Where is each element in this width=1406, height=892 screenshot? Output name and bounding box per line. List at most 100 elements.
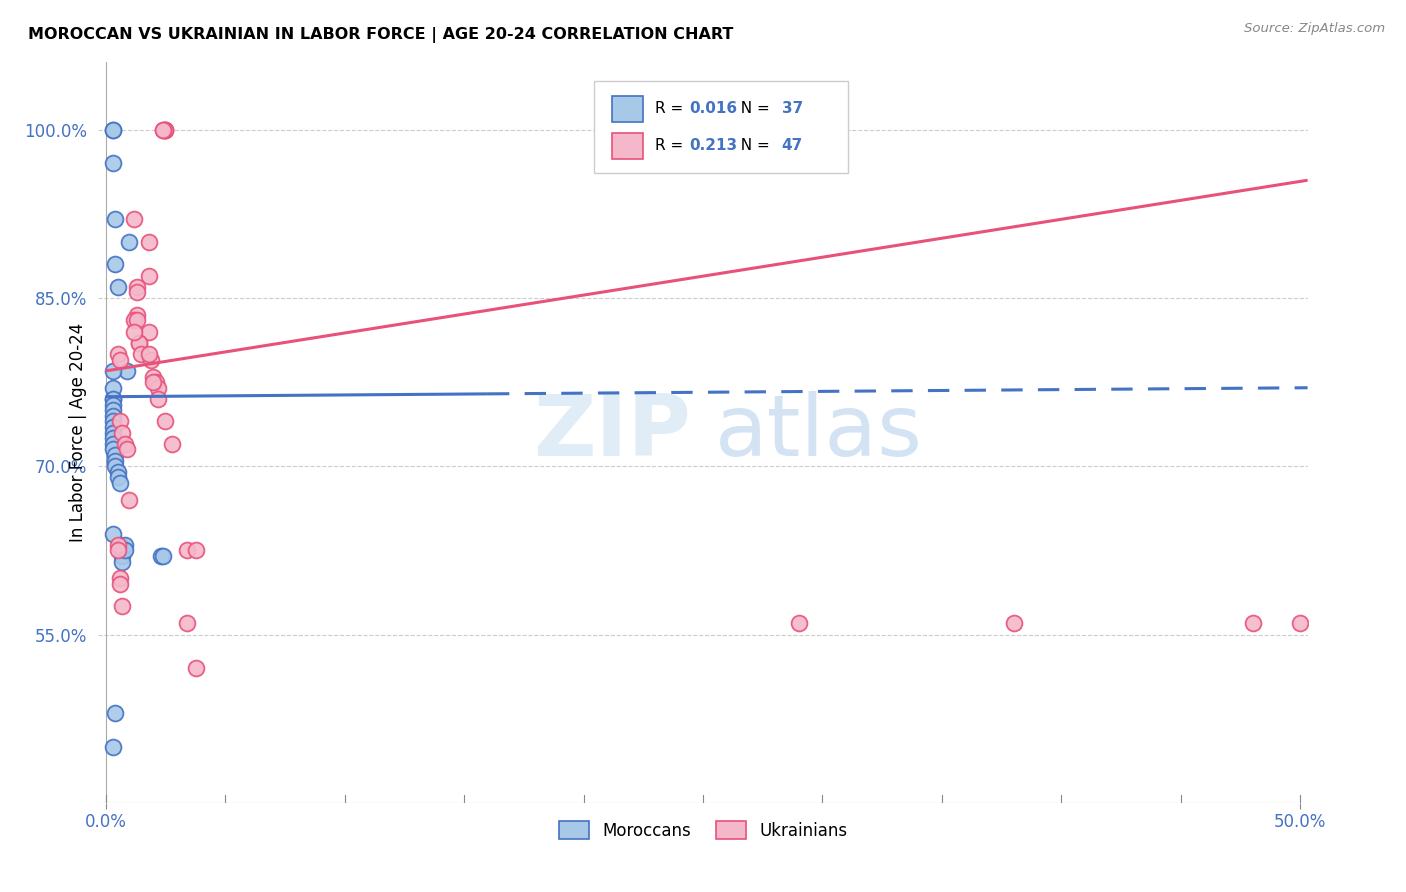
Point	[155, 122, 177, 136]
Point	[107, 347, 129, 361]
FancyBboxPatch shape	[613, 95, 643, 121]
Text: ZIP: ZIP	[533, 391, 690, 475]
Point	[101, 403, 124, 417]
Text: 47: 47	[782, 138, 803, 153]
Point	[104, 448, 127, 462]
Point	[101, 431, 124, 445]
Point	[115, 442, 138, 457]
Point	[142, 369, 165, 384]
Point	[138, 235, 160, 249]
Point	[104, 257, 127, 271]
Point	[146, 381, 169, 395]
Point	[125, 280, 148, 294]
Point	[108, 571, 131, 585]
Point	[101, 156, 124, 170]
Point	[101, 420, 124, 434]
Point	[125, 308, 148, 322]
Point	[155, 122, 177, 136]
Point	[1002, 616, 1025, 631]
Point	[107, 538, 129, 552]
Point	[138, 268, 160, 283]
Text: N =: N =	[731, 101, 775, 116]
Point	[101, 364, 124, 378]
Text: N =: N =	[731, 138, 775, 153]
Point	[1289, 616, 1312, 631]
Point	[111, 549, 134, 563]
Point	[101, 381, 124, 395]
Point	[125, 313, 148, 327]
Point	[101, 425, 124, 440]
Point	[787, 616, 810, 631]
Point	[149, 549, 172, 563]
Point	[114, 543, 136, 558]
Text: R =: R =	[655, 101, 688, 116]
Text: 0.016: 0.016	[690, 101, 738, 116]
Point	[139, 352, 162, 367]
Point	[114, 437, 136, 451]
Point	[118, 492, 141, 507]
Legend: Moroccans, Ukrainians: Moroccans, Ukrainians	[553, 814, 853, 847]
Point	[155, 122, 177, 136]
Point	[128, 335, 150, 350]
Point	[111, 555, 134, 569]
Text: 0.213: 0.213	[690, 138, 738, 153]
Point	[101, 437, 124, 451]
Point	[122, 212, 145, 227]
Point	[107, 543, 129, 558]
Point	[186, 543, 208, 558]
Point	[108, 577, 131, 591]
Point	[101, 442, 124, 457]
Point	[152, 122, 174, 136]
Point	[128, 335, 150, 350]
Point	[152, 549, 174, 563]
Point	[101, 739, 124, 754]
Point	[101, 526, 124, 541]
Text: Source: ZipAtlas.com: Source: ZipAtlas.com	[1244, 22, 1385, 36]
Point	[176, 543, 198, 558]
Point	[155, 414, 177, 428]
Point	[104, 459, 127, 474]
Point	[111, 425, 134, 440]
Point	[101, 414, 124, 428]
Point	[118, 235, 141, 249]
Point	[101, 398, 124, 412]
Y-axis label: In Labor Force | Age 20-24: In Labor Force | Age 20-24	[69, 323, 87, 542]
Point	[146, 392, 169, 406]
Point	[1241, 616, 1264, 631]
Point	[142, 375, 165, 389]
Point	[145, 375, 167, 389]
Point	[122, 325, 145, 339]
FancyBboxPatch shape	[595, 81, 848, 173]
Point	[162, 437, 184, 451]
Point	[101, 392, 124, 406]
Point	[107, 470, 129, 484]
Point	[176, 616, 198, 631]
Text: MOROCCAN VS UKRAINIAN IN LABOR FORCE | AGE 20-24 CORRELATION CHART: MOROCCAN VS UKRAINIAN IN LABOR FORCE | A…	[28, 27, 734, 43]
Point	[104, 706, 127, 720]
Text: R =: R =	[655, 138, 688, 153]
Point	[108, 476, 131, 491]
Point	[115, 364, 138, 378]
Point	[101, 409, 124, 423]
Text: atlas: atlas	[716, 391, 924, 475]
Point	[101, 122, 124, 136]
Point	[186, 661, 208, 675]
Point	[111, 599, 134, 614]
Point	[104, 212, 127, 227]
Point	[108, 414, 131, 428]
Point	[114, 538, 136, 552]
Point	[152, 122, 174, 136]
Point	[104, 453, 127, 467]
Point	[131, 347, 153, 361]
FancyBboxPatch shape	[613, 133, 643, 159]
Point	[122, 313, 145, 327]
Point	[101, 122, 124, 136]
Point	[138, 325, 160, 339]
Point	[107, 280, 129, 294]
Point	[138, 347, 160, 361]
Point	[107, 465, 129, 479]
Point	[108, 352, 131, 367]
Point	[101, 392, 124, 406]
Point	[125, 285, 148, 300]
Point	[108, 538, 131, 552]
